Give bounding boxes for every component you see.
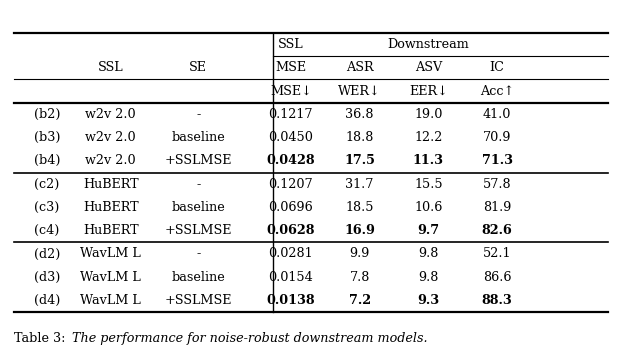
Text: 0.1207: 0.1207 (269, 178, 313, 191)
Text: Acc↑: Acc↑ (480, 84, 514, 98)
Text: 86.6: 86.6 (483, 271, 511, 284)
Text: HuBERT: HuBERT (83, 201, 139, 214)
Text: 9.7: 9.7 (418, 224, 440, 237)
Text: EER↓: EER↓ (409, 84, 448, 98)
Text: 7.8: 7.8 (349, 271, 370, 284)
Text: baseline: baseline (171, 271, 225, 284)
Text: (c2): (c2) (34, 178, 59, 191)
Text: IC: IC (490, 61, 505, 74)
Text: 12.2: 12.2 (414, 131, 443, 144)
Text: 17.5: 17.5 (344, 155, 375, 167)
Text: 88.3: 88.3 (482, 294, 512, 307)
Text: 0.0696: 0.0696 (269, 201, 313, 214)
Text: (d4): (d4) (34, 294, 60, 307)
Text: 0.0428: 0.0428 (266, 155, 315, 167)
Text: SE: SE (189, 61, 207, 74)
Text: ASR: ASR (346, 61, 374, 74)
Text: 52.1: 52.1 (483, 247, 511, 260)
Text: baseline: baseline (171, 201, 225, 214)
Text: 57.8: 57.8 (483, 178, 511, 191)
Text: 19.0: 19.0 (414, 108, 443, 121)
Text: -: - (196, 178, 200, 191)
Text: +SSLMSE: +SSLMSE (165, 155, 232, 167)
Text: -: - (196, 108, 200, 121)
Text: (b3): (b3) (34, 131, 60, 144)
Text: 70.9: 70.9 (483, 131, 511, 144)
Text: HuBERT: HuBERT (83, 178, 139, 191)
Text: Table 3:: Table 3: (14, 332, 69, 345)
Text: w2v 2.0: w2v 2.0 (85, 131, 136, 144)
Text: +SSLMSE: +SSLMSE (165, 224, 232, 237)
Text: 9.9: 9.9 (349, 247, 370, 260)
Text: (b4): (b4) (34, 155, 60, 167)
Text: MSE↓: MSE↓ (270, 84, 311, 98)
Text: 71.3: 71.3 (482, 155, 512, 167)
Text: 81.9: 81.9 (483, 201, 511, 214)
Text: SSL: SSL (98, 61, 124, 74)
Text: 9.8: 9.8 (418, 247, 438, 260)
Text: WavLM L: WavLM L (80, 271, 141, 284)
Text: (d2): (d2) (34, 247, 60, 260)
Text: 0.0138: 0.0138 (266, 294, 315, 307)
Text: SSL: SSL (278, 38, 304, 51)
Text: 18.5: 18.5 (345, 201, 374, 214)
Text: 18.8: 18.8 (345, 131, 374, 144)
Text: (c3): (c3) (34, 201, 59, 214)
Text: w2v 2.0: w2v 2.0 (85, 108, 136, 121)
Text: MSE: MSE (275, 61, 306, 74)
Text: 82.6: 82.6 (482, 224, 512, 237)
Text: 15.5: 15.5 (414, 178, 443, 191)
Text: WavLM L: WavLM L (80, 247, 141, 260)
Text: 0.0281: 0.0281 (269, 247, 313, 260)
Text: ASV: ASV (414, 61, 442, 74)
Text: HuBERT: HuBERT (83, 224, 139, 237)
Text: WER↓: WER↓ (338, 84, 381, 98)
Text: 31.7: 31.7 (345, 178, 374, 191)
Text: w2v 2.0: w2v 2.0 (85, 155, 136, 167)
Text: +SSLMSE: +SSLMSE (165, 294, 232, 307)
Text: Downstream: Downstream (387, 38, 469, 51)
Text: (d3): (d3) (34, 271, 60, 284)
Text: 10.6: 10.6 (414, 201, 443, 214)
Text: 7.2: 7.2 (349, 294, 371, 307)
Text: (b2): (b2) (34, 108, 60, 121)
Text: 11.3: 11.3 (413, 155, 444, 167)
Text: The performance for noise-robust downstream models.: The performance for noise-robust downstr… (72, 332, 428, 345)
Text: 36.8: 36.8 (345, 108, 374, 121)
Text: baseline: baseline (171, 131, 225, 144)
Text: (c4): (c4) (34, 224, 59, 237)
Text: 0.0628: 0.0628 (267, 224, 315, 237)
Text: 0.0154: 0.0154 (269, 271, 313, 284)
Text: 41.0: 41.0 (483, 108, 511, 121)
Text: WavLM L: WavLM L (80, 294, 141, 307)
Text: 9.8: 9.8 (418, 271, 438, 284)
Text: 0.0450: 0.0450 (268, 131, 313, 144)
Text: 16.9: 16.9 (344, 224, 375, 237)
Text: 9.3: 9.3 (418, 294, 440, 307)
Text: -: - (196, 247, 200, 260)
Text: 0.1217: 0.1217 (269, 108, 313, 121)
